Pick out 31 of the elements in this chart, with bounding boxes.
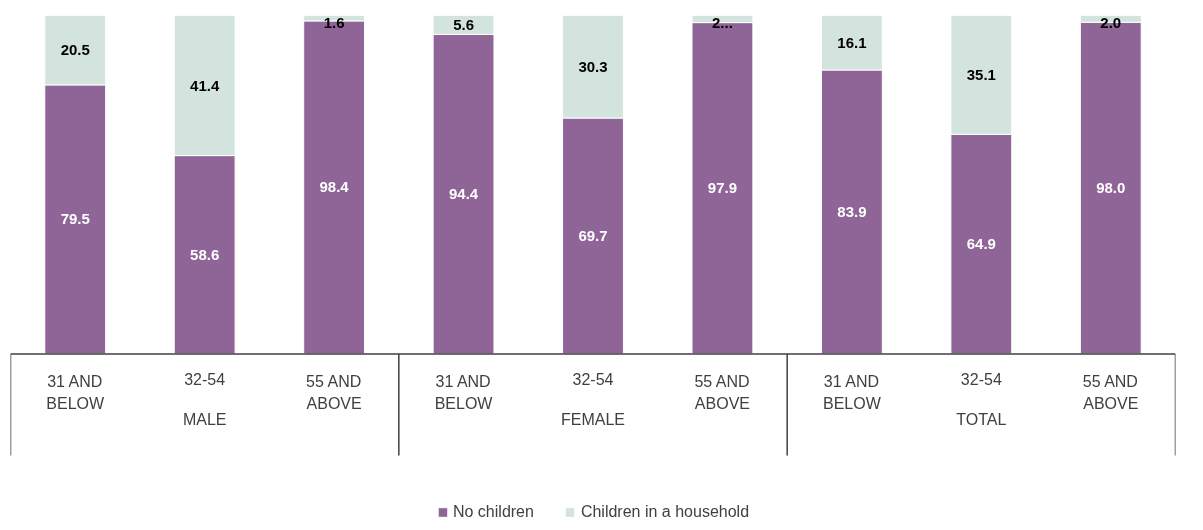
x-tick-label: 31 AND BELOW	[434, 372, 494, 412]
data-label: 64.9	[966, 235, 996, 253]
x-tick-label: 32-54	[572, 370, 614, 388]
legend-label: No children	[452, 503, 534, 521]
text: TOTAL	[956, 411, 1007, 429]
data-label: 30.3	[578, 57, 608, 75]
data-label: 79.5	[60, 210, 90, 228]
x-tick-label: 31 AND BELOW	[46, 372, 106, 412]
data-label: 41.4	[190, 76, 220, 94]
data-label: 98.0	[1096, 179, 1126, 197]
x-tick-label: 55 AND ABOVE	[306, 372, 362, 412]
x-tick-label: 55 AND ABOVE	[694, 372, 751, 412]
data-label: 83.9	[837, 202, 867, 220]
text: FEMALE	[560, 411, 626, 429]
legend-label: Children in a household	[580, 503, 750, 521]
x-tick-label: 32-54	[960, 370, 1002, 388]
x-tick-label: 32-54	[184, 370, 226, 388]
data-label: 69.7	[578, 226, 608, 244]
data-label: 2...	[712, 13, 733, 31]
data-label: 2.0	[1100, 13, 1122, 31]
data-label: 16.1	[837, 33, 867, 51]
data-label: 35.1	[966, 65, 996, 83]
x-tick-label: 31 AND BELOW	[822, 372, 882, 412]
x-tick-label: 55 AND ABOVE	[1082, 372, 1139, 412]
data-label: 98.4	[319, 178, 350, 196]
data-label: 20.5	[60, 41, 90, 59]
data-label: 97.9	[707, 179, 738, 197]
data-label: 94.4	[448, 185, 479, 203]
data-label: 58.6	[190, 245, 220, 263]
text: MALE	[182, 411, 227, 429]
data-label: 5.6	[453, 15, 474, 33]
